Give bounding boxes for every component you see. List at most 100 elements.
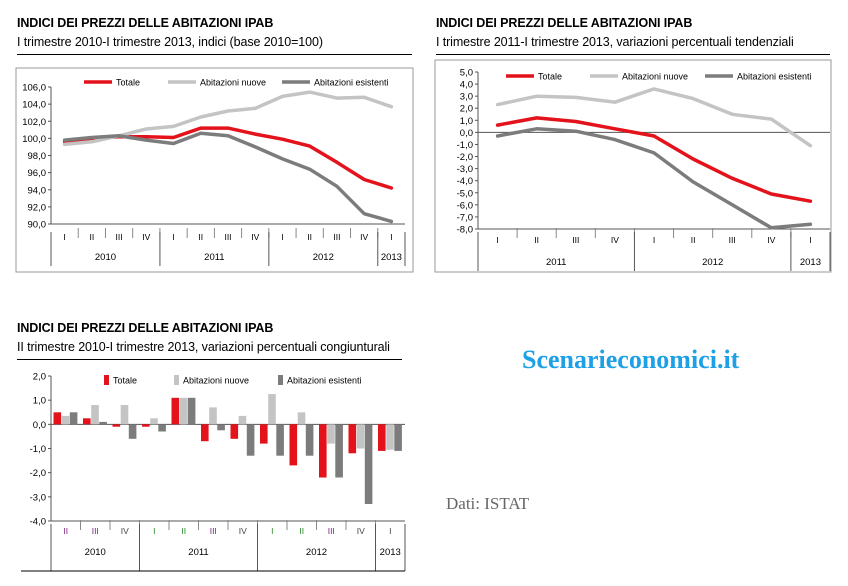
y-tick-label: 0,0 <box>33 420 46 431</box>
chart-title: INDICI DEI PREZZI DELLE ABITAZIONI IPAB <box>436 16 693 30</box>
bar <box>61 415 70 425</box>
y-tick-label: 100,0 <box>22 134 46 145</box>
x-category-label: III <box>729 235 736 245</box>
x-year-label: 2012 <box>702 257 723 268</box>
y-tick-label: -5,0 <box>457 188 473 199</box>
bar <box>91 405 99 425</box>
y-tick-label: 3,0 <box>460 92 473 103</box>
x-year-label: 2013 <box>381 252 402 263</box>
y-tick-label: -7,0 <box>457 212 473 223</box>
legend-label: Abitazioni nuove <box>200 78 266 88</box>
y-tick-label: -8,0 <box>457 225 473 236</box>
legend-label: Abitazioni nuove <box>622 72 688 82</box>
bar <box>128 424 137 439</box>
y-tick-label: 94,0 <box>28 185 47 196</box>
x-category-label: I <box>389 526 391 536</box>
legend-swatch <box>278 375 283 385</box>
y-tick-label: 102,0 <box>22 117 46 128</box>
y-tick-label: 106,0 <box>22 83 46 94</box>
x-category-label: II <box>307 232 312 242</box>
chart-title: INDICI DEI PREZZI DELLE ABITAZIONI IPAB <box>17 321 274 335</box>
legend-label: Totale <box>113 376 137 386</box>
bar <box>394 424 402 451</box>
legend-swatch <box>174 375 179 385</box>
bar <box>268 394 276 425</box>
x-category-label: IV <box>251 232 259 242</box>
bar <box>348 424 357 454</box>
x-category-label: IV <box>360 232 368 242</box>
bar <box>209 407 217 425</box>
series-line <box>495 87 813 148</box>
bar <box>69 412 78 425</box>
y-tick-label: -2,0 <box>457 152 473 163</box>
bar <box>260 424 268 444</box>
x-category-label: II <box>181 526 186 536</box>
bar <box>150 418 158 425</box>
bar <box>386 424 394 450</box>
y-tick-label: 104,0 <box>22 100 46 111</box>
bar <box>83 418 91 425</box>
legend-label: Abitazioni nuove <box>183 376 249 386</box>
y-tick-label: -4,0 <box>30 517 46 528</box>
chart-subtitle: I trimestre 2011-I trimestre 2013, varia… <box>436 35 794 49</box>
x-year-label: 2011 <box>188 547 208 558</box>
legend-label: Totale <box>116 78 140 88</box>
x-category-label: I <box>653 235 655 245</box>
x-category-label: I <box>153 526 155 536</box>
data-source: Dati: ISTAT <box>446 494 530 513</box>
x-category-label: IV <box>142 232 150 242</box>
x-year-label: 2011 <box>546 257 566 268</box>
y-tick-label: 1,0 <box>33 396 46 407</box>
x-category-label: II <box>198 232 203 242</box>
x-category-label: II <box>63 526 68 536</box>
chart-subtitle: II trimestre 2010-I trimestre 2013, vari… <box>17 340 390 354</box>
y-tick-label: 98,0 <box>28 151 47 162</box>
series-line <box>495 116 813 203</box>
x-year-label: 2010 <box>85 547 106 558</box>
x-year-label: 2011 <box>204 252 224 263</box>
bar <box>319 424 327 478</box>
bar <box>230 424 239 439</box>
x-category-label: II <box>89 232 94 242</box>
x-category-label: III <box>92 526 99 536</box>
x-category-label: III <box>333 232 340 242</box>
bar <box>142 424 150 427</box>
y-tick-label: 2,0 <box>460 104 473 115</box>
x-category-label: I <box>809 235 811 245</box>
x-year-label: 2012 <box>306 547 327 558</box>
x-category-label: II <box>299 526 304 536</box>
x-category-label: IV <box>239 526 247 536</box>
bar <box>201 424 209 442</box>
y-tick-label: 90,0 <box>28 220 47 231</box>
chart-frame <box>15 67 414 273</box>
legend-label: Abitazioni esistenti <box>287 376 362 386</box>
y-tick-label: 1,0 <box>460 116 473 127</box>
legend-label: Abitazioni esistenti <box>314 78 389 88</box>
bar <box>356 424 365 449</box>
bar <box>53 412 62 425</box>
y-tick-label: -3,0 <box>30 492 46 503</box>
legend-swatch <box>104 375 109 385</box>
y-tick-label: 92,0 <box>28 202 47 213</box>
chart-frame <box>434 59 832 273</box>
y-tick-label: -3,0 <box>457 164 473 175</box>
bar <box>378 424 386 451</box>
y-tick-label: 96,0 <box>28 168 47 179</box>
watermark-logo: Scenarieconomici.it <box>522 345 740 374</box>
x-category-label: IV <box>121 526 129 536</box>
legend-label: Totale <box>538 72 562 82</box>
x-category-label: III <box>572 235 579 245</box>
title-rule <box>17 359 402 360</box>
bar <box>289 424 298 466</box>
bar <box>276 424 284 456</box>
x-category-label: III <box>224 232 231 242</box>
y-tick-label: -6,0 <box>457 200 473 211</box>
y-tick-label: 5,0 <box>460 68 473 79</box>
bar <box>112 424 121 427</box>
x-category-label: I <box>281 232 283 242</box>
x-category-label: I <box>63 232 65 242</box>
bar <box>297 412 306 425</box>
y-tick-label: -1,0 <box>30 444 46 455</box>
x-category-label: IV <box>357 526 365 536</box>
